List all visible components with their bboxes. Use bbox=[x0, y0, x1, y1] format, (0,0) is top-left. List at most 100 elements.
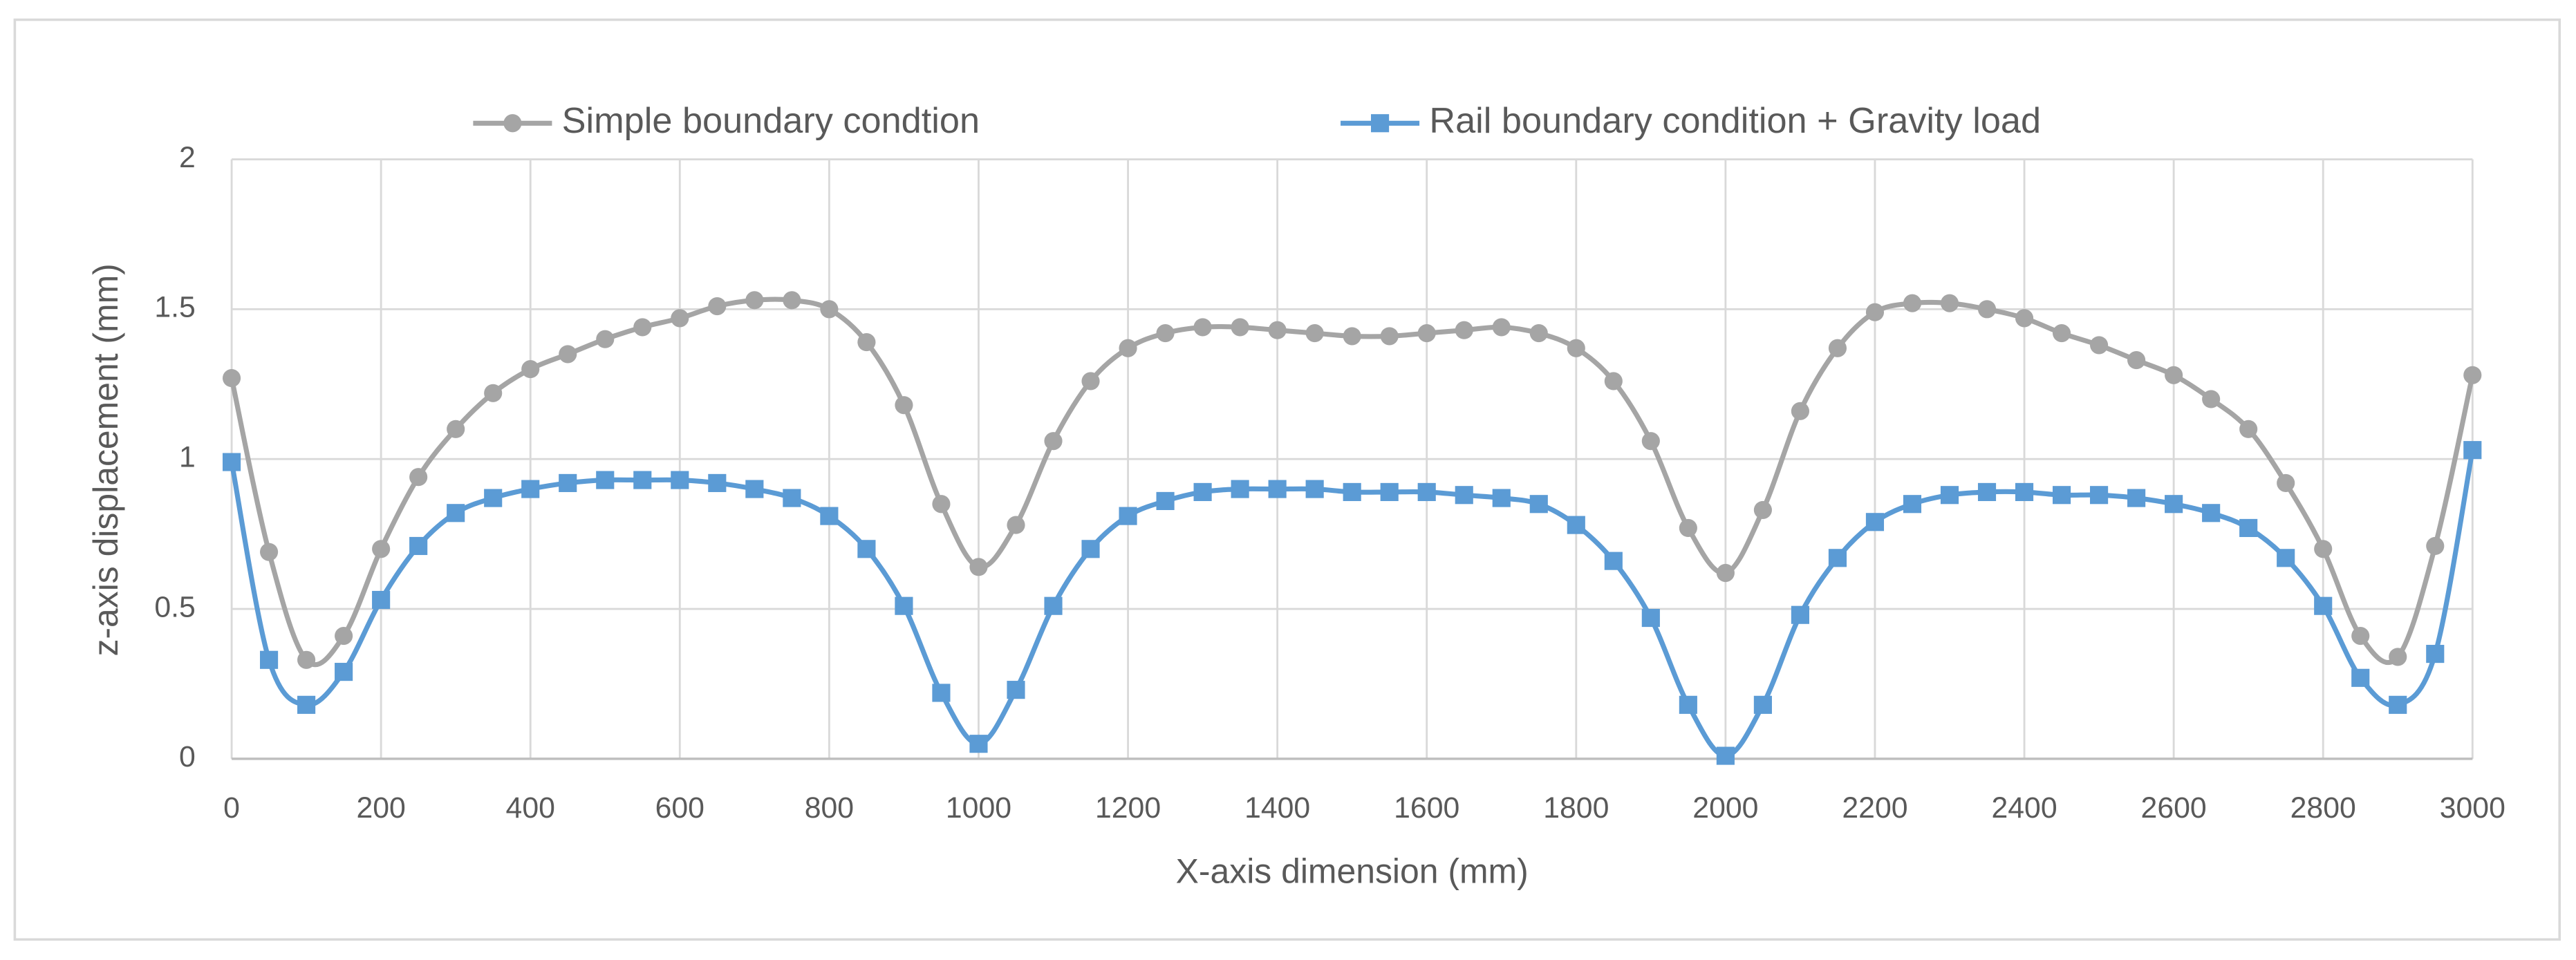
marker bbox=[1753, 500, 1772, 519]
marker bbox=[1007, 681, 1025, 699]
marker bbox=[1641, 432, 1660, 451]
marker bbox=[1604, 372, 1623, 390]
marker bbox=[857, 333, 876, 352]
x-tick-label: 2200 bbox=[1842, 791, 1907, 825]
marker bbox=[708, 297, 727, 316]
legend-label: Rail boundary condition + Gravity load bbox=[1429, 101, 2041, 141]
marker bbox=[2239, 518, 2258, 538]
marker bbox=[1455, 486, 1473, 505]
marker bbox=[409, 536, 428, 556]
marker bbox=[1081, 540, 1100, 558]
marker bbox=[1343, 327, 1361, 346]
marker bbox=[2052, 486, 2071, 505]
x-tick-label: 400 bbox=[506, 791, 555, 825]
x-tick-label: 2000 bbox=[1692, 791, 1758, 825]
x-tick-label: 200 bbox=[356, 791, 405, 825]
marker bbox=[1567, 516, 1585, 534]
marker bbox=[1156, 491, 1175, 510]
marker bbox=[932, 684, 951, 702]
marker bbox=[1417, 323, 1436, 343]
marker bbox=[521, 360, 540, 379]
x-tick-label: 1800 bbox=[1543, 791, 1609, 825]
marker bbox=[2277, 473, 2295, 492]
y-tick-label: 2 bbox=[179, 141, 196, 174]
marker bbox=[1417, 482, 1436, 501]
y-tick-label: 1 bbox=[179, 440, 196, 473]
marker bbox=[260, 650, 279, 669]
y-tick-label: 1.5 bbox=[154, 291, 195, 324]
chart-border bbox=[13, 18, 2561, 941]
marker bbox=[1791, 402, 1809, 420]
y-axis-title: z-axis displacement (mm) bbox=[86, 263, 125, 656]
marker bbox=[1753, 695, 1772, 714]
marker bbox=[1940, 294, 1959, 312]
marker bbox=[2202, 504, 2221, 523]
marker bbox=[895, 596, 913, 615]
marker bbox=[596, 330, 615, 348]
marker bbox=[2015, 309, 2034, 328]
marker bbox=[1193, 482, 1212, 501]
marker bbox=[372, 540, 391, 558]
marker bbox=[1455, 321, 1473, 339]
marker bbox=[447, 504, 465, 523]
marker bbox=[521, 480, 540, 498]
marker bbox=[1604, 552, 1623, 570]
marker bbox=[857, 540, 876, 558]
marker bbox=[745, 480, 764, 498]
marker bbox=[297, 650, 316, 669]
marker bbox=[2426, 645, 2445, 663]
x-tick-label: 800 bbox=[805, 791, 854, 825]
marker bbox=[895, 396, 913, 415]
marker bbox=[1492, 318, 1511, 337]
marker bbox=[633, 471, 652, 489]
marker bbox=[969, 735, 988, 753]
marker bbox=[559, 345, 577, 364]
marker bbox=[1305, 323, 1324, 343]
marker bbox=[2389, 695, 2407, 714]
marker bbox=[1679, 695, 1697, 714]
marker bbox=[2277, 549, 2295, 567]
marker bbox=[820, 300, 839, 319]
marker bbox=[1791, 605, 1809, 624]
marker bbox=[559, 473, 577, 492]
marker bbox=[484, 384, 503, 402]
marker bbox=[222, 369, 241, 388]
marker bbox=[2351, 626, 2370, 646]
legend-marker bbox=[1371, 114, 1390, 133]
marker bbox=[1268, 321, 1287, 339]
marker bbox=[1044, 432, 1063, 451]
x-tick-label: 600 bbox=[655, 791, 704, 825]
marker bbox=[1119, 507, 1137, 525]
marker bbox=[1156, 323, 1175, 343]
marker bbox=[1716, 746, 1735, 765]
marker bbox=[2127, 351, 2146, 370]
y-tick-label: 0.5 bbox=[154, 590, 195, 623]
marker bbox=[1193, 318, 1212, 337]
marker bbox=[222, 453, 241, 471]
marker bbox=[783, 489, 801, 507]
marker bbox=[633, 318, 652, 337]
marker bbox=[1380, 327, 1399, 346]
marker bbox=[2463, 441, 2482, 460]
x-tick-label: 2800 bbox=[2290, 791, 2356, 825]
marker bbox=[409, 468, 428, 487]
marker bbox=[1081, 372, 1100, 390]
marker bbox=[335, 663, 353, 681]
marker bbox=[2165, 495, 2183, 514]
marker bbox=[1903, 294, 1922, 312]
marker bbox=[484, 489, 503, 507]
marker bbox=[2239, 420, 2258, 438]
marker bbox=[2351, 668, 2370, 687]
marker bbox=[1119, 339, 1137, 357]
y-tick-label: 0 bbox=[179, 740, 196, 773]
marker bbox=[2314, 596, 2333, 615]
marker bbox=[1529, 323, 1548, 343]
marker bbox=[671, 471, 689, 489]
marker bbox=[1044, 596, 1063, 615]
marker bbox=[447, 420, 465, 438]
x-tick-label: 0 bbox=[223, 791, 240, 825]
marker bbox=[1641, 608, 1660, 628]
marker bbox=[969, 558, 988, 576]
